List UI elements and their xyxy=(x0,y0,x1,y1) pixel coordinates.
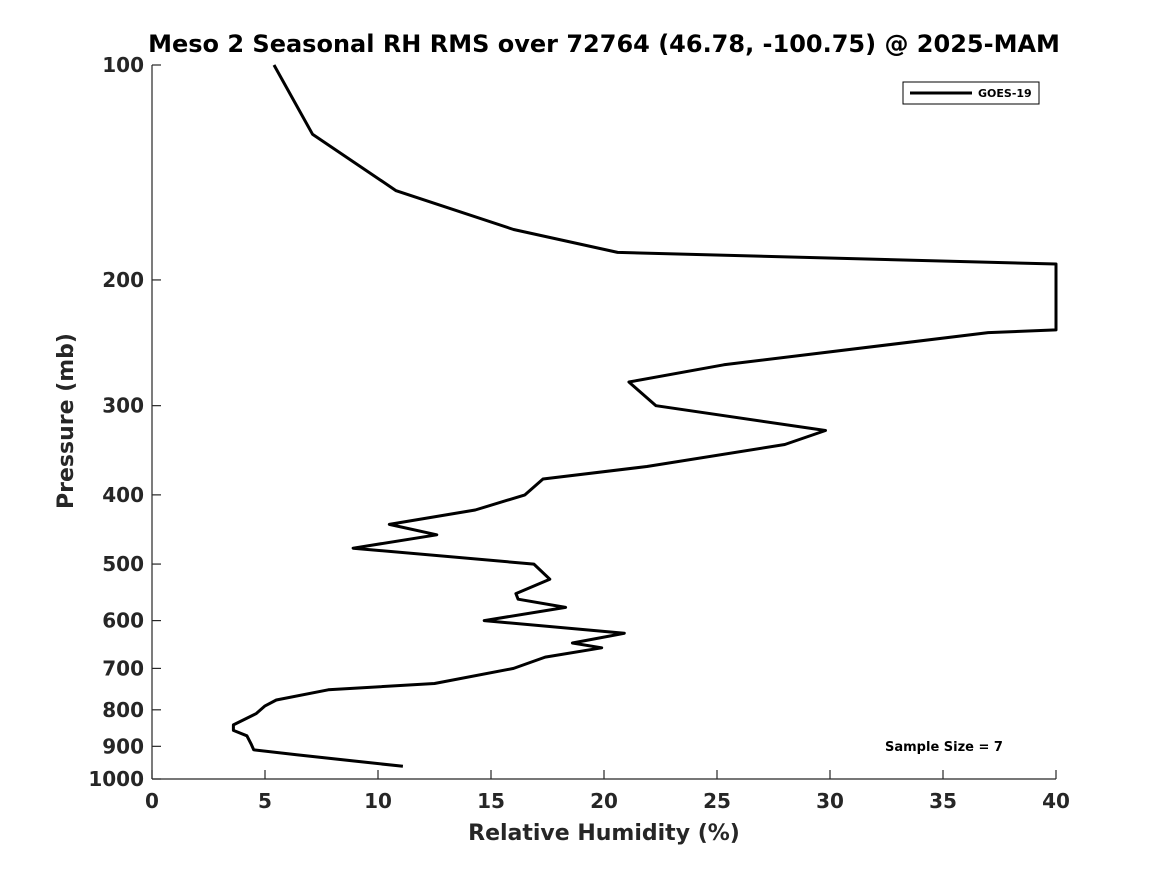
x-axis-ticks: 0 5 10 15 20 25 30 35 40 xyxy=(145,770,1070,813)
x-tick-label: 25 xyxy=(703,789,731,813)
x-tick-label: 15 xyxy=(477,789,505,813)
y-tick-label: 300 xyxy=(102,394,144,418)
legend: GOES-19 xyxy=(902,81,1040,105)
y-axis-ticks: 100 200 300 400 500 600 700 800 900 1000 xyxy=(88,53,161,791)
y-tick-label: 900 xyxy=(102,734,144,758)
y-tick-label: 200 xyxy=(102,268,144,292)
y-tick-label: 500 xyxy=(102,552,144,576)
x-axis-label: Relative Humidity (%) xyxy=(468,821,740,846)
y-tick-label: 700 xyxy=(102,656,144,680)
series-line-goes-19 xyxy=(231,64,1058,768)
x-tick-label: 0 xyxy=(145,789,159,813)
y-tick-label: 600 xyxy=(102,609,144,633)
legend-entry-goes-19: GOES-19 xyxy=(978,87,1032,100)
sample-size-annotation: Sample Size = 7 xyxy=(885,740,1003,755)
y-tick-label: 800 xyxy=(102,698,144,722)
y-tick-label: 100 xyxy=(102,53,144,77)
y-tick-label: 400 xyxy=(102,483,144,507)
y-tick-label: 1000 xyxy=(88,767,144,791)
y-axis-label: Pressure (mb) xyxy=(54,333,79,509)
x-tick-label: 10 xyxy=(364,789,392,813)
x-tick-label: 5 xyxy=(258,789,272,813)
chart-title: Meso 2 Seasonal RH RMS over 72764 (46.78… xyxy=(148,30,1060,58)
x-tick-label: 40 xyxy=(1042,789,1070,813)
x-tick-label: 35 xyxy=(929,789,957,813)
x-tick-label: 30 xyxy=(816,789,844,813)
x-tick-label: 20 xyxy=(590,789,618,813)
axes xyxy=(151,65,1056,780)
